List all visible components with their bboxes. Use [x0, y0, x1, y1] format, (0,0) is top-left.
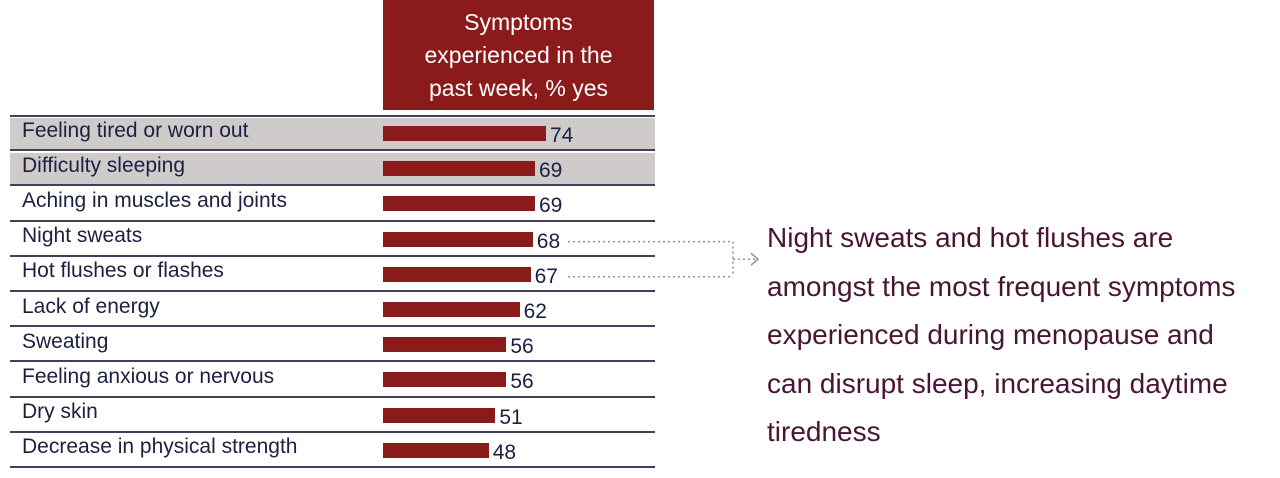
row-divider — [10, 219, 655, 222]
data-label: 69 — [538, 159, 563, 183]
data-label: 51 — [499, 405, 523, 429]
data-label: 62 — [523, 300, 547, 323]
bar — [383, 302, 520, 317]
row-divider — [10, 360, 655, 363]
bar — [383, 407, 496, 423]
bar — [383, 231, 533, 247]
category-label: Difficulty sleeping — [22, 153, 186, 177]
connector-arrow-icon — [750, 252, 760, 266]
chart-title: Symptoms experienced in the past week, %… — [424, 8, 613, 101]
row-divider — [10, 149, 655, 152]
row-divider — [10, 466, 655, 468]
data-label: 74 — [550, 124, 574, 147]
bar — [383, 442, 489, 458]
data-label: 68 — [536, 229, 561, 253]
row-divider — [10, 290, 655, 292]
bar — [383, 266, 531, 282]
chart-header: Symptoms experienced in the past week, %… — [383, 0, 654, 110]
highlight-row-bg — [10, 153, 655, 186]
data-label: 56 — [510, 335, 534, 359]
bar — [383, 372, 507, 388]
data-label: 69 — [538, 194, 563, 218]
bar — [383, 161, 535, 177]
row-divider — [10, 395, 655, 398]
row-divider — [10, 115, 655, 117]
category-label: Lack of energy — [22, 294, 160, 318]
bar-chart: Feeling tired or worn out 74 Difficulty sl… — [10, 115, 655, 468]
category-label: Hot flushes or flashes — [22, 259, 224, 283]
bar — [383, 126, 546, 141]
row-divider — [10, 184, 655, 187]
bar — [383, 196, 535, 212]
callout-text: Night sweats and hot flushes are amongst… — [767, 222, 1236, 447]
data-label: 67 — [534, 264, 558, 288]
row-divider — [10, 430, 655, 433]
row-divider — [10, 254, 655, 257]
bar — [383, 337, 507, 353]
category-label: Decrease in physical strength — [22, 435, 298, 459]
category-label: Night sweats — [22, 224, 143, 248]
highlight-row-bg — [10, 118, 655, 151]
category-label: Sweating — [22, 329, 109, 353]
category-label: Feeling tired or worn out — [22, 118, 249, 142]
category-label: Feeling anxious or nervous — [22, 365, 275, 388]
data-label: 48 — [492, 440, 517, 464]
row-divider — [10, 325, 655, 328]
category-label: Aching in muscles and joints — [22, 189, 287, 212]
category-label: Dry skin — [22, 400, 98, 424]
data-label: 56 — [510, 370, 534, 394]
